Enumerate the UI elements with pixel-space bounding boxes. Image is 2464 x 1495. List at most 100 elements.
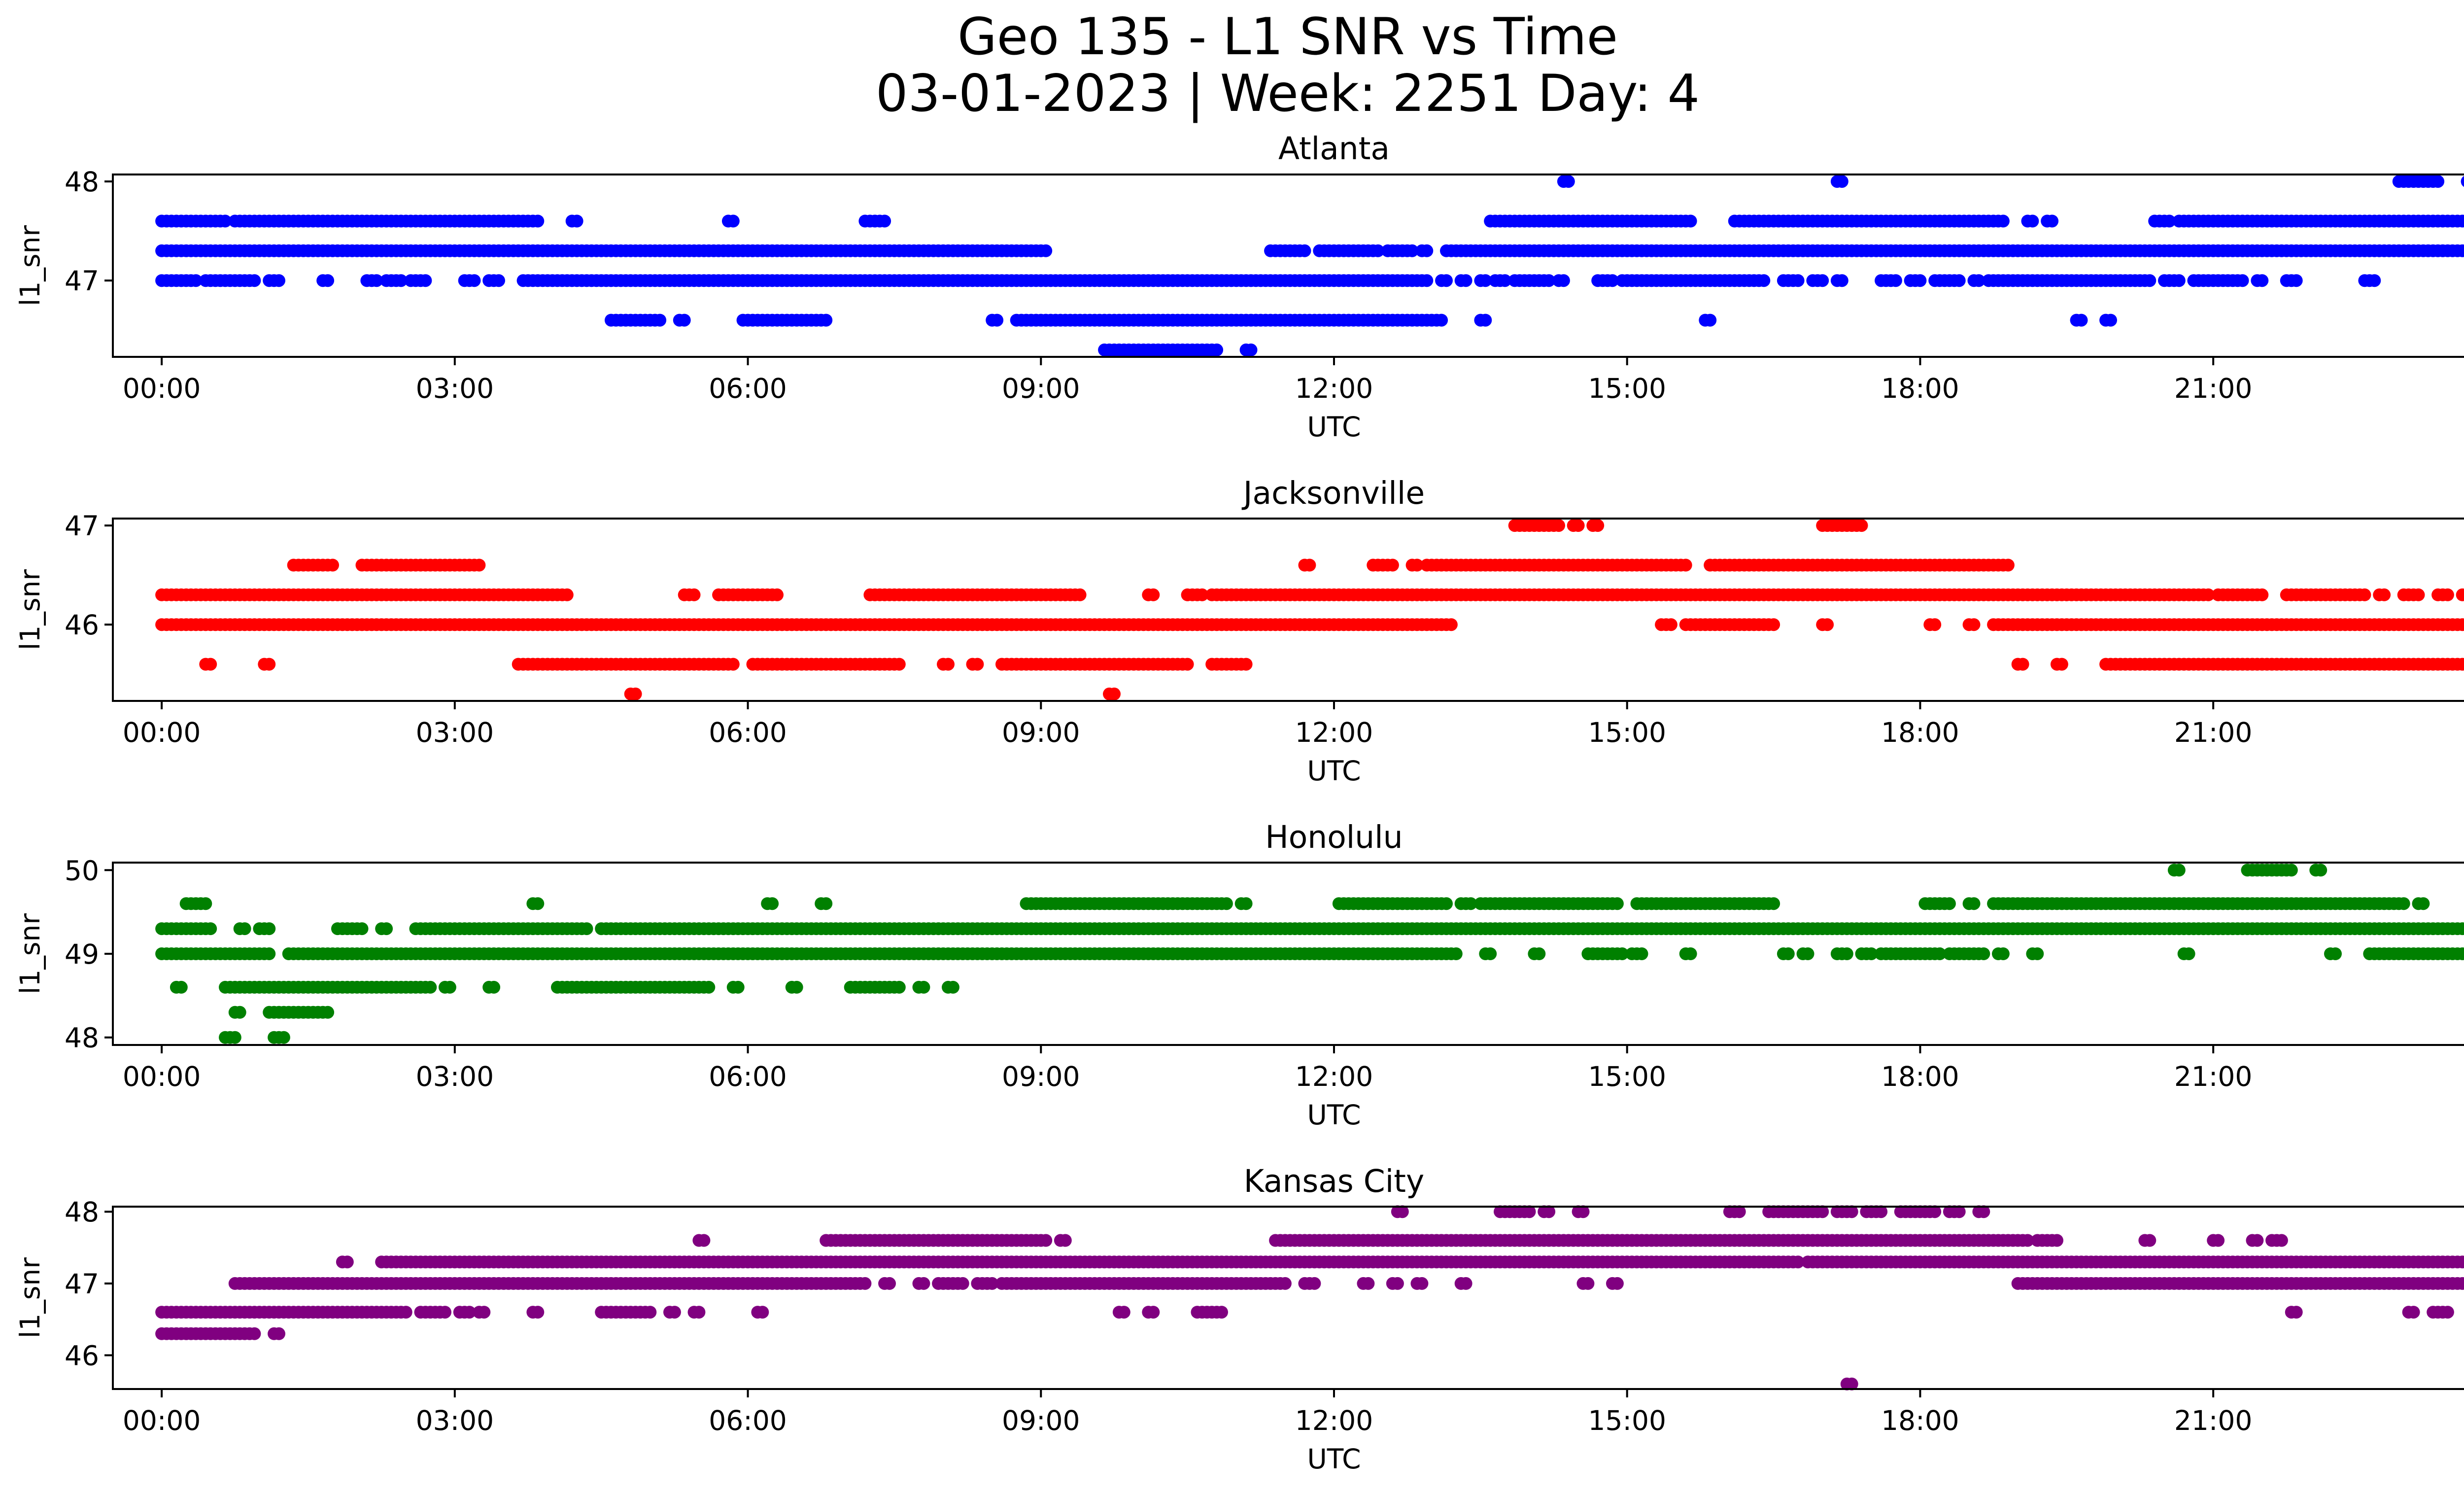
data-point xyxy=(2104,313,2117,327)
data-point xyxy=(1059,1234,1072,1247)
data-point xyxy=(917,980,930,994)
data-point xyxy=(263,922,276,936)
x-tick-label: 12:00 xyxy=(1295,717,1373,748)
data-point xyxy=(2075,313,2088,327)
data-point xyxy=(473,558,486,572)
x-tick-label: 06:00 xyxy=(709,1405,787,1436)
data-point xyxy=(1952,274,1966,287)
data-point xyxy=(1767,897,1780,910)
data-point xyxy=(487,980,501,994)
data-point xyxy=(1479,274,1492,287)
data-point xyxy=(1845,1377,1858,1391)
data-point xyxy=(702,980,716,994)
x-axis-label: UTC xyxy=(1307,1443,1361,1475)
data-point xyxy=(1952,1205,1966,1218)
data-point xyxy=(1181,658,1194,671)
data-point xyxy=(2143,274,2156,287)
data-point xyxy=(1108,687,1121,700)
data-point xyxy=(858,1277,872,1290)
data-point xyxy=(1791,1255,1805,1269)
subplot-kansas-city: Kansas City 00:00 03:00 06:00 09:00 12:00 15:… xyxy=(14,1163,2464,1475)
data-point xyxy=(424,980,437,994)
data-point xyxy=(1147,588,1160,601)
data-point xyxy=(1552,519,1565,532)
x-tick-label: 09:00 xyxy=(1002,373,1080,404)
data-point xyxy=(1816,1205,1829,1218)
data-point xyxy=(1781,947,1795,960)
data-point xyxy=(2163,214,2176,228)
data-point xyxy=(580,922,593,936)
data-point xyxy=(1835,274,1848,287)
data-point xyxy=(1816,274,1829,287)
data-point xyxy=(2358,588,2371,601)
data-point xyxy=(1996,214,2010,228)
data-point xyxy=(1459,1277,1472,1290)
subplot-honolulu: Honolulu 00:00 03:00 06:00 09:00 12:00 15:00 1… xyxy=(14,819,2464,1131)
y-tick-label: 46 xyxy=(65,1340,99,1372)
data-point xyxy=(399,1306,412,1319)
data-point xyxy=(687,588,701,601)
data-point xyxy=(2290,1306,2303,1319)
plot-area-jacksonville: 00:00 03:00 06:00 09:00 12:00 15:00 18:00 21:00… xyxy=(65,510,2464,748)
data-point xyxy=(263,947,276,960)
data-point xyxy=(1733,1205,1746,1218)
data-point xyxy=(321,1006,335,1019)
data-point xyxy=(273,274,285,287)
data-point xyxy=(2441,1306,2454,1319)
data-point xyxy=(629,687,642,700)
data-point xyxy=(1362,1277,1375,1290)
data-point xyxy=(2461,619,2464,630)
data-point xyxy=(1210,343,1224,356)
y-tick-label: 46 xyxy=(65,609,99,641)
data-point xyxy=(1767,618,1780,631)
data-point xyxy=(1875,1205,1888,1218)
data-point xyxy=(1484,947,1497,960)
data-point xyxy=(2212,1234,2225,1247)
x-tick-label: 15:00 xyxy=(1588,1405,1666,1436)
data-point xyxy=(946,980,959,994)
data-point xyxy=(2461,245,2464,256)
data-point xyxy=(2461,659,2464,670)
data-point xyxy=(1405,244,1419,257)
data-point xyxy=(1562,175,1575,188)
data-point xyxy=(1704,313,1717,327)
data-point xyxy=(531,897,545,910)
data-point xyxy=(2031,947,2044,960)
data-point xyxy=(820,313,833,327)
data-point xyxy=(2461,589,2464,600)
data-point xyxy=(986,1277,999,1290)
plot-area-honolulu: 00:00 03:00 06:00 09:00 12:00 15:00 18:00 21:00… xyxy=(65,855,2464,1092)
data-point xyxy=(2172,864,2186,877)
data-point xyxy=(1196,588,1209,601)
x-tick-label: 21:00 xyxy=(2174,373,2253,404)
data-point xyxy=(1308,1277,1321,1290)
x-axis-label: UTC xyxy=(1307,1099,1361,1131)
data-point xyxy=(1371,244,1385,257)
data-point xyxy=(1928,618,1942,631)
x-tick-label: 12:00 xyxy=(1295,1061,1373,1092)
data-point xyxy=(790,980,803,994)
data-point xyxy=(2461,1256,2464,1268)
data-point xyxy=(2290,274,2303,287)
data-point xyxy=(1835,175,1848,188)
data-point xyxy=(726,658,740,671)
data-point xyxy=(1977,1205,1990,1218)
data-point xyxy=(1039,244,1053,257)
data-point xyxy=(238,922,251,936)
data-point xyxy=(1215,1306,1228,1319)
x-tick-label: 18:00 xyxy=(1881,373,1959,404)
data-point xyxy=(1967,897,1981,910)
figure-title-line2: 03-01-2023 | Week: 2251 Day: 4 xyxy=(876,64,1700,123)
data-point xyxy=(2378,588,2391,601)
data-point xyxy=(380,922,393,936)
data-point xyxy=(1444,618,1458,631)
data-point xyxy=(1220,897,1233,910)
figure-title-line1: Geo 135 - L1 SNR vs Time xyxy=(958,7,1618,67)
x-tick-label: 00:00 xyxy=(123,1405,201,1436)
data-point xyxy=(2461,215,2464,227)
subplot-title: Kansas City xyxy=(1244,1163,1425,1199)
x-axis-label: UTC xyxy=(1307,411,1361,443)
data-point xyxy=(1635,947,1648,960)
data-point xyxy=(1117,1306,1130,1319)
data-point xyxy=(1278,1277,1292,1290)
